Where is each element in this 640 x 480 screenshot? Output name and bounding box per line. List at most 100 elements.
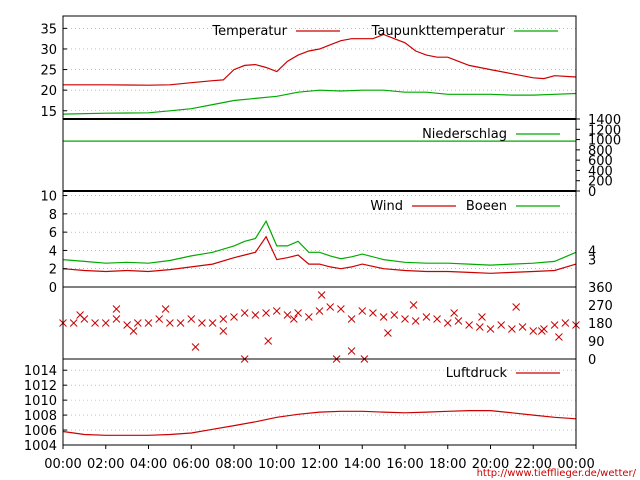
point-mark <box>347 315 356 323</box>
scatter-point <box>161 305 170 313</box>
point-mark <box>144 319 153 327</box>
scatter-point <box>101 319 110 327</box>
point-mark <box>561 319 570 327</box>
x-tick-label: 04:00 <box>130 457 167 472</box>
y-tick-label: 4 <box>49 244 57 259</box>
scatter-point <box>478 313 486 321</box>
scatter-point <box>337 305 345 313</box>
scatter-point <box>555 333 563 341</box>
scatter-point <box>129 327 138 335</box>
series-layer <box>59 33 580 436</box>
y-tick-label: 15 <box>40 105 57 120</box>
point-mark <box>76 311 84 319</box>
point-mark <box>289 315 298 323</box>
y-tick-label-right: 360 <box>588 281 613 296</box>
scatter-point <box>251 311 260 319</box>
y-tick-label: 1012 <box>24 379 57 394</box>
point-mark <box>161 305 170 313</box>
scatter-point <box>272 307 281 315</box>
y-tick-label: 2 <box>49 263 57 278</box>
scatter-point <box>133 319 142 327</box>
y-tick-label-right: 1400 <box>588 113 621 128</box>
scatter-point <box>91 319 99 327</box>
scatter-point <box>187 315 196 323</box>
scatter-point <box>512 303 521 311</box>
point-mark <box>443 319 452 327</box>
y-tick-label: 25 <box>40 64 57 79</box>
scatter-point <box>283 311 292 319</box>
point-mark <box>390 311 399 319</box>
x-tick-label: 18:00 <box>429 457 466 472</box>
point-mark <box>433 315 441 323</box>
point-mark <box>497 321 506 329</box>
x-tick-label: 08:00 <box>215 457 252 472</box>
x-tick-label: 12:00 <box>301 457 338 472</box>
scatter-point <box>289 315 298 323</box>
x-tick-label: 00:00 <box>557 457 594 472</box>
point-mark <box>450 309 459 317</box>
y-tick-label: 1006 <box>24 424 57 439</box>
point-mark <box>198 319 206 327</box>
scatter-point <box>508 325 516 333</box>
scatter-point <box>240 309 249 317</box>
point-mark <box>317 291 326 299</box>
scatter-point <box>411 317 420 325</box>
legend-label-temperatur: Temperatur <box>211 24 287 39</box>
point-mark <box>529 327 538 335</box>
scatter-point <box>176 319 185 327</box>
point-mark <box>123 321 131 329</box>
x-tick-label: 06:00 <box>173 457 210 472</box>
scatter-point <box>326 303 335 311</box>
y-tick-label-right: 90 <box>588 335 605 350</box>
legend-label-taupunkt: Taupunkttemperatur <box>371 24 506 39</box>
legend-label-niederschlag: Niederschlag <box>422 127 507 142</box>
point-mark <box>537 327 546 335</box>
y-tick-label: 1014 <box>24 364 57 379</box>
y-tick-label: 35 <box>40 22 57 37</box>
scatter-point <box>450 309 459 317</box>
scatter-point <box>537 327 546 335</box>
x-tick-label: 22:00 <box>515 457 552 472</box>
point-mark <box>101 319 110 327</box>
series-line-wind-0 <box>62 235 577 274</box>
scatter-point <box>497 321 506 329</box>
y-tick-label-right: 800 <box>588 144 613 159</box>
point-mark <box>337 305 345 313</box>
point-mark <box>191 343 200 351</box>
scatter-point <box>208 319 217 327</box>
y-tick-label: 10 <box>40 190 57 205</box>
point-mark <box>379 313 388 321</box>
scatter-point <box>317 291 326 299</box>
y-tick-label: 1010 <box>24 394 57 409</box>
scatter-point <box>475 323 484 331</box>
scatter-point <box>529 327 538 335</box>
scatter-point <box>465 321 473 329</box>
point-mark <box>80 315 89 323</box>
point-mark <box>422 313 431 321</box>
y-tick-label: 20 <box>40 84 57 99</box>
y-tick-label-right: 1200 <box>588 123 621 138</box>
point-mark <box>555 333 563 341</box>
point-mark <box>411 317 420 325</box>
y-tick-label: 1004 <box>24 439 57 454</box>
scatter-point <box>219 327 228 335</box>
point-mark <box>315 307 324 315</box>
y-tick-label: 8 <box>49 208 57 223</box>
point-mark <box>326 303 335 311</box>
scatter-point <box>304 313 313 321</box>
point-mark <box>550 321 559 329</box>
y-tick-label-right: 1000 <box>588 134 621 149</box>
point-mark <box>304 313 313 321</box>
scatter-point <box>454 317 463 325</box>
point-mark <box>176 319 185 327</box>
point-mark <box>240 309 249 317</box>
frame-layer <box>62 15 580 449</box>
footer-link[interactable]: http://www.tiefflieger.de/wetter/ <box>477 468 637 479</box>
point-mark <box>518 323 527 331</box>
point-mark <box>384 329 392 337</box>
scatter-point <box>422 313 431 321</box>
y-tick-label-right: 0 <box>588 185 596 200</box>
point-mark <box>129 327 138 335</box>
point-mark <box>166 319 174 327</box>
y-tick-label-right: 0 <box>588 353 596 368</box>
